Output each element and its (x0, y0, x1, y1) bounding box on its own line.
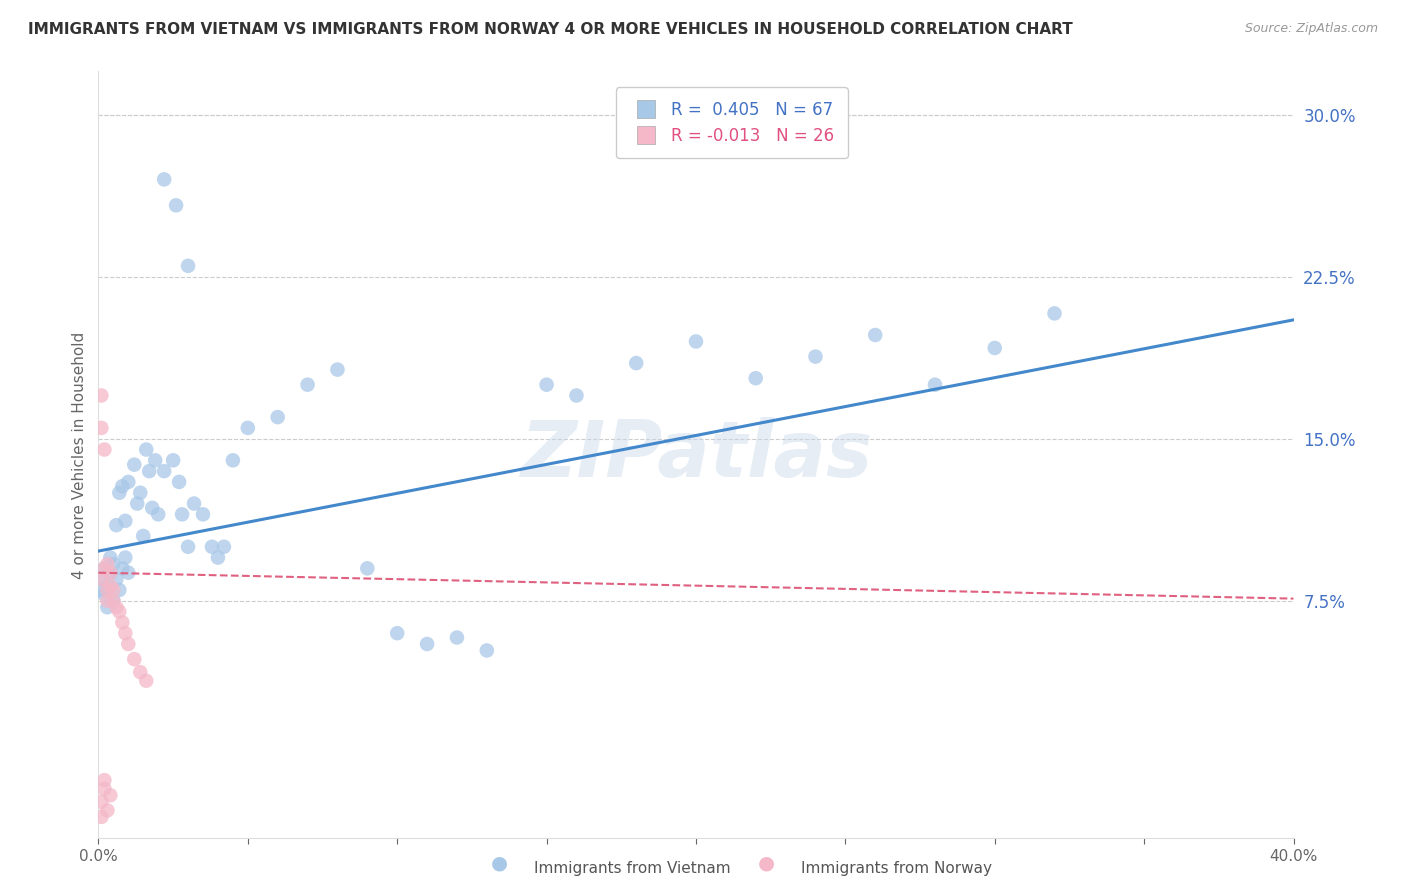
Point (90, 421, 112, 435)
Point (98, 566, 122, 580)
Point (153, 464, 176, 478)
Point (267, 410, 290, 425)
Point (326, 362, 349, 376)
Point (236, 421, 259, 435)
Point (201, 540, 224, 554)
Point (416, 637, 439, 651)
Point (1043, 306, 1066, 320)
Point (96, 600, 118, 615)
Point (177, 259, 200, 273)
Point (356, 561, 378, 575)
Point (143, 453, 166, 467)
Point (162, 453, 184, 467)
Y-axis label: 4 or more Vehicles in Household: 4 or more Vehicles in Household (72, 331, 87, 579)
Point (114, 550, 136, 565)
Point (96, 557, 118, 571)
Point (177, 540, 200, 554)
Point (103, 582, 125, 597)
Point (90, 582, 112, 597)
Point (114, 626, 136, 640)
Point (804, 350, 827, 364)
Point (108, 485, 131, 500)
Point (385, 626, 409, 640)
Point (165, 198, 187, 212)
Point (96, 579, 118, 593)
Point (98, 789, 122, 803)
Point (98, 579, 122, 593)
Point (103, 594, 125, 608)
Point (475, 643, 498, 657)
Point (93, 561, 115, 575)
Point (96, 582, 118, 597)
Text: IMMIGRANTS FROM VIETNAM VS IMMIGRANTS FROM NORWAY 4 OR MORE VEHICLES IN HOUSEHOL: IMMIGRANTS FROM VIETNAM VS IMMIGRANTS FR… (28, 22, 1073, 37)
Point (446, 631, 468, 645)
Point (984, 341, 1007, 355)
Point (138, 464, 160, 478)
Point (105, 518, 128, 533)
Point (98, 566, 122, 580)
Point (108, 605, 131, 619)
Legend: R =  0.405   N = 67, R = -0.013   N = 26: R = 0.405 N = 67, R = -0.013 N = 26 (616, 87, 848, 159)
Point (565, 388, 588, 402)
Point (103, 557, 125, 571)
Point (103, 594, 125, 608)
Point (183, 497, 205, 511)
Point (111, 561, 134, 575)
Point (924, 377, 946, 392)
Text: ●: ● (491, 854, 508, 872)
Point (129, 485, 152, 500)
Point (132, 529, 155, 543)
Point (96, 594, 118, 608)
Point (90, 795, 112, 809)
Point (148, 508, 170, 522)
Point (90, 572, 112, 586)
Point (114, 514, 136, 528)
Point (745, 371, 768, 385)
Point (124, 652, 146, 666)
Point (108, 582, 131, 597)
Point (207, 550, 229, 565)
Point (153, 172, 176, 186)
Point (117, 475, 139, 489)
Text: Immigrants from Norway: Immigrants from Norway (801, 861, 993, 876)
Point (111, 615, 134, 630)
Point (124, 458, 146, 472)
Point (135, 673, 157, 688)
Point (135, 442, 157, 457)
Point (96, 804, 118, 818)
Point (90, 810, 112, 824)
Text: Source: ZipAtlas.com: Source: ZipAtlas.com (1244, 22, 1378, 36)
Point (212, 540, 235, 554)
Point (105, 572, 128, 586)
Point (297, 377, 319, 392)
Point (191, 508, 214, 522)
Point (90, 572, 112, 586)
Point (536, 377, 558, 392)
Point (93, 587, 115, 601)
Point (141, 500, 163, 515)
Point (117, 637, 139, 651)
Point (129, 665, 152, 679)
Point (93, 781, 115, 796)
Text: ZIPatlas: ZIPatlas (520, 417, 872, 493)
Point (626, 356, 648, 370)
Point (172, 508, 194, 522)
Point (90, 388, 112, 402)
Point (222, 453, 245, 467)
Text: ●: ● (758, 854, 775, 872)
Point (127, 497, 149, 511)
Point (685, 334, 707, 349)
Point (93, 442, 115, 457)
Point (117, 566, 139, 580)
Point (865, 328, 887, 343)
Text: Immigrants from Vietnam: Immigrants from Vietnam (534, 861, 731, 876)
Point (111, 479, 134, 493)
Point (105, 600, 128, 615)
Point (93, 773, 115, 788)
Point (93, 561, 115, 575)
Point (98, 550, 122, 565)
Point (167, 475, 190, 489)
